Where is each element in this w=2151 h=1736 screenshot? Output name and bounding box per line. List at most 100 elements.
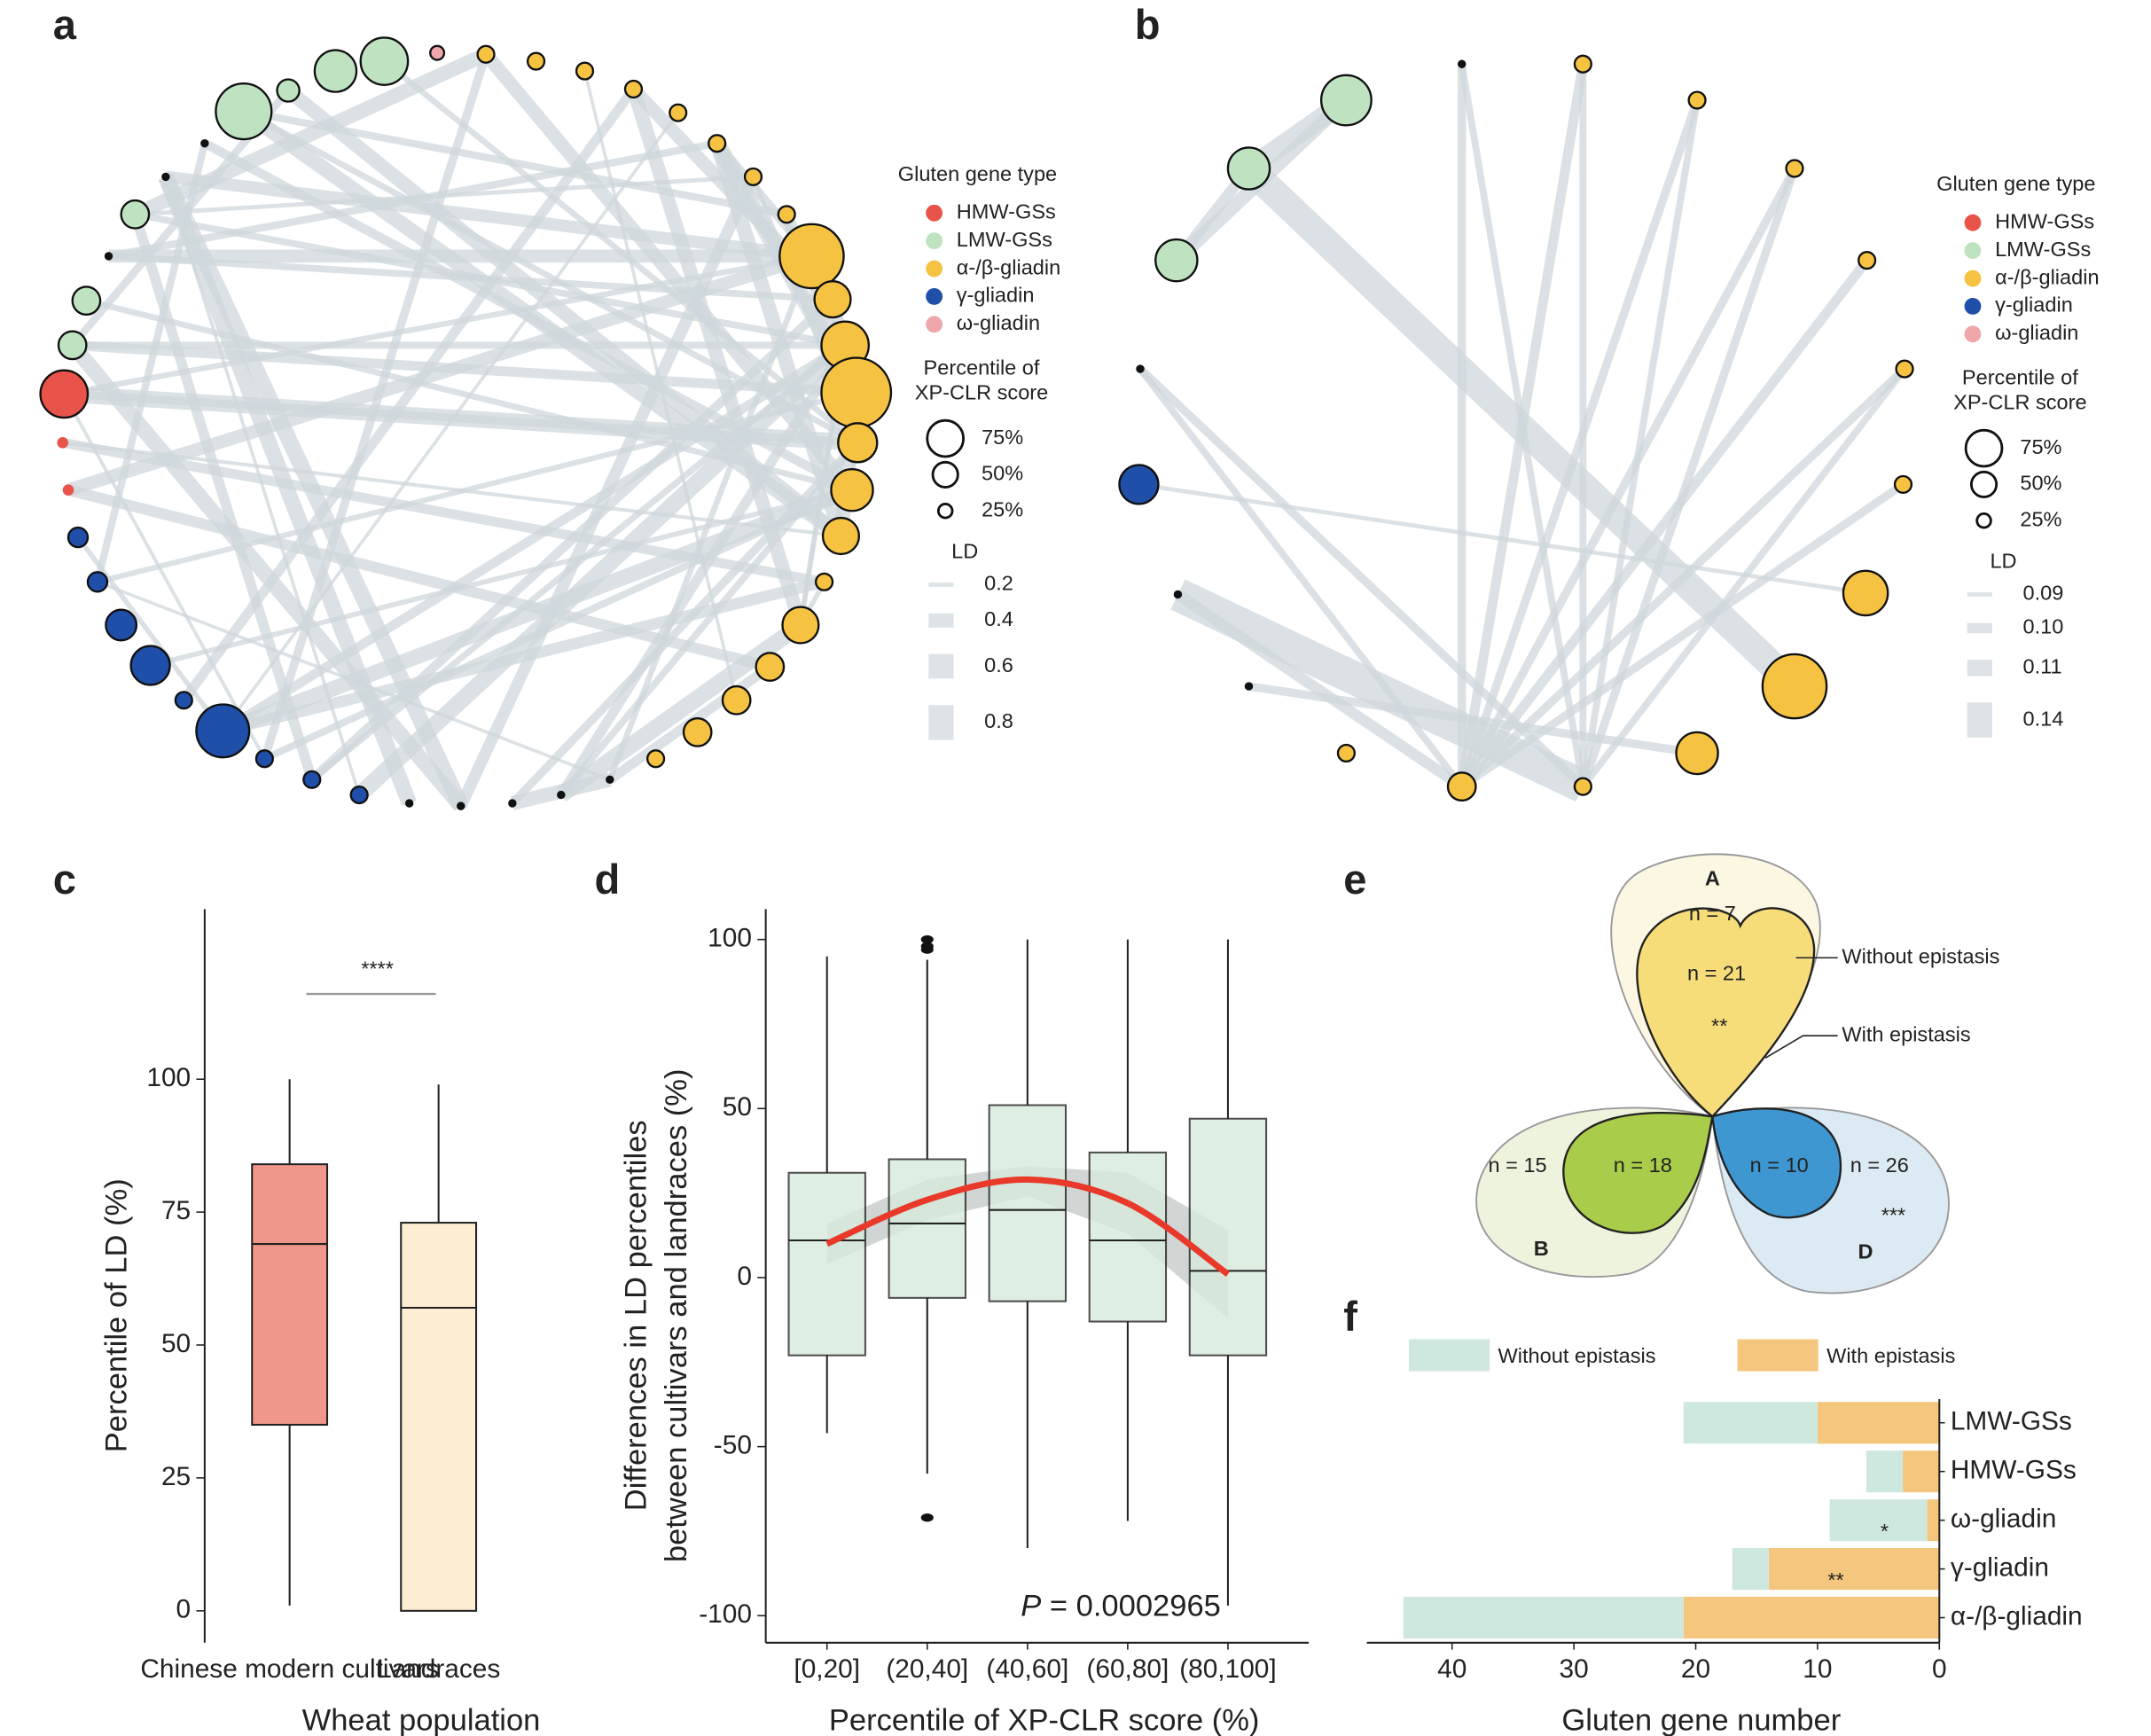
p-text: = 0.0002965 [1050,1590,1221,1623]
significance: * [1881,1520,1889,1543]
box [400,1222,478,1612]
node [837,422,879,464]
node [195,703,251,759]
legend-label: LMW-GSs [1995,238,2091,261]
edge [556,618,806,802]
node [1244,682,1254,691]
node [778,223,845,290]
bar [1768,1548,1940,1591]
significance: **** [361,958,394,981]
node [349,785,369,805]
bar [1683,1402,1818,1444]
bar [1927,1499,1940,1542]
petal-count: n = 21 [1687,961,1746,984]
legend-swatch [1409,1339,1490,1372]
legend-title: Gluten gene type [1936,172,2095,195]
legend-label: HMW-GSs [1995,209,2094,232]
y-tick-label: 50 [161,1329,191,1358]
y-tick-label: α-/β-gliadin [1951,1601,2083,1630]
size-legend-title: XP-CLR score [1953,391,2086,414]
bar [1866,1451,1904,1493]
size-legend-circle [931,460,959,489]
node [575,61,595,81]
node [66,526,90,549]
edge [455,174,759,809]
node [174,691,193,710]
ld-legend-bar [928,705,954,740]
node [404,799,414,808]
ld-legend-bar [1967,702,1992,738]
node [781,606,820,645]
legend-swatch [1964,325,1982,343]
p-label: P [1021,1590,1041,1623]
edge [61,437,825,587]
node [476,44,496,64]
node [1893,474,1913,495]
x-tick-label: 20 [1681,1654,1710,1684]
petal-a-inner [1636,907,1816,1118]
edge [1137,366,1465,789]
edge [165,170,813,262]
panel-label: e [1343,856,1366,903]
ld-legend-title: LD [1990,550,2016,573]
node [508,799,517,808]
ld-legend-label: 0.09 [2022,582,2063,605]
ld-legend-label: 0.6 [984,653,1013,676]
x-tick-label: (40,60] [986,1654,1068,1684]
node [457,802,465,810]
node [821,516,861,556]
edge [481,50,857,495]
node [814,572,834,591]
edge [135,174,754,217]
legend-swatch [1964,242,1982,260]
node [743,167,763,187]
bar [1683,1596,1940,1639]
petal-count: n = 15 [1488,1153,1546,1177]
bar [1817,1402,1940,1444]
size-legend-circle [1964,428,2004,468]
size-legend-title: XP-CLR score [915,381,1048,404]
panel-label: f [1343,1293,1357,1340]
node [1842,569,1889,617]
node [104,252,113,261]
legend-label: LMW-GSs [957,228,1052,251]
edge [62,441,841,538]
box [1088,1151,1168,1323]
callout-line [1764,1035,1838,1060]
node [429,44,446,61]
node [105,608,138,642]
edge [72,340,857,398]
bar [1403,1596,1684,1639]
edge [221,576,826,737]
node [1895,359,1914,379]
ld-legend-label: 0.4 [984,607,1013,630]
panel-label: c [53,856,76,903]
x-tick-label: 40 [1437,1654,1467,1684]
legend-swatch [1737,1339,1819,1372]
size-legend-label: 50% [2020,472,2061,495]
edge [1138,482,1866,596]
significance: ** [1711,1014,1727,1037]
legend-label: ω-gliadin [957,311,1040,334]
ld-legend-bar [928,653,954,679]
node [721,684,752,716]
petal-b-inner [1562,1111,1714,1234]
edge [1174,590,1466,792]
node [1173,590,1183,599]
y-tick-label: 75 [161,1196,191,1225]
node [682,717,713,747]
bar [1829,1499,1928,1542]
petal-d-inner [1711,1107,1842,1219]
node [1319,74,1373,127]
legend-swatch [926,232,943,250]
y-axis-label: Percentile of LD (%) [100,1178,134,1452]
box [1188,1117,1268,1357]
x-tick-label: (60,80] [1086,1654,1169,1684]
size-legend-label: 50% [982,462,1023,485]
legend-swatch [1964,270,1982,287]
bar [1903,1451,1940,1493]
y-tick-label: LMW-GSs [1951,1407,2072,1436]
x-axis-label: Percentile of XP-CLR score (%) [829,1703,1260,1736]
node [820,356,893,429]
y-tick-label: 0 [737,1262,752,1291]
